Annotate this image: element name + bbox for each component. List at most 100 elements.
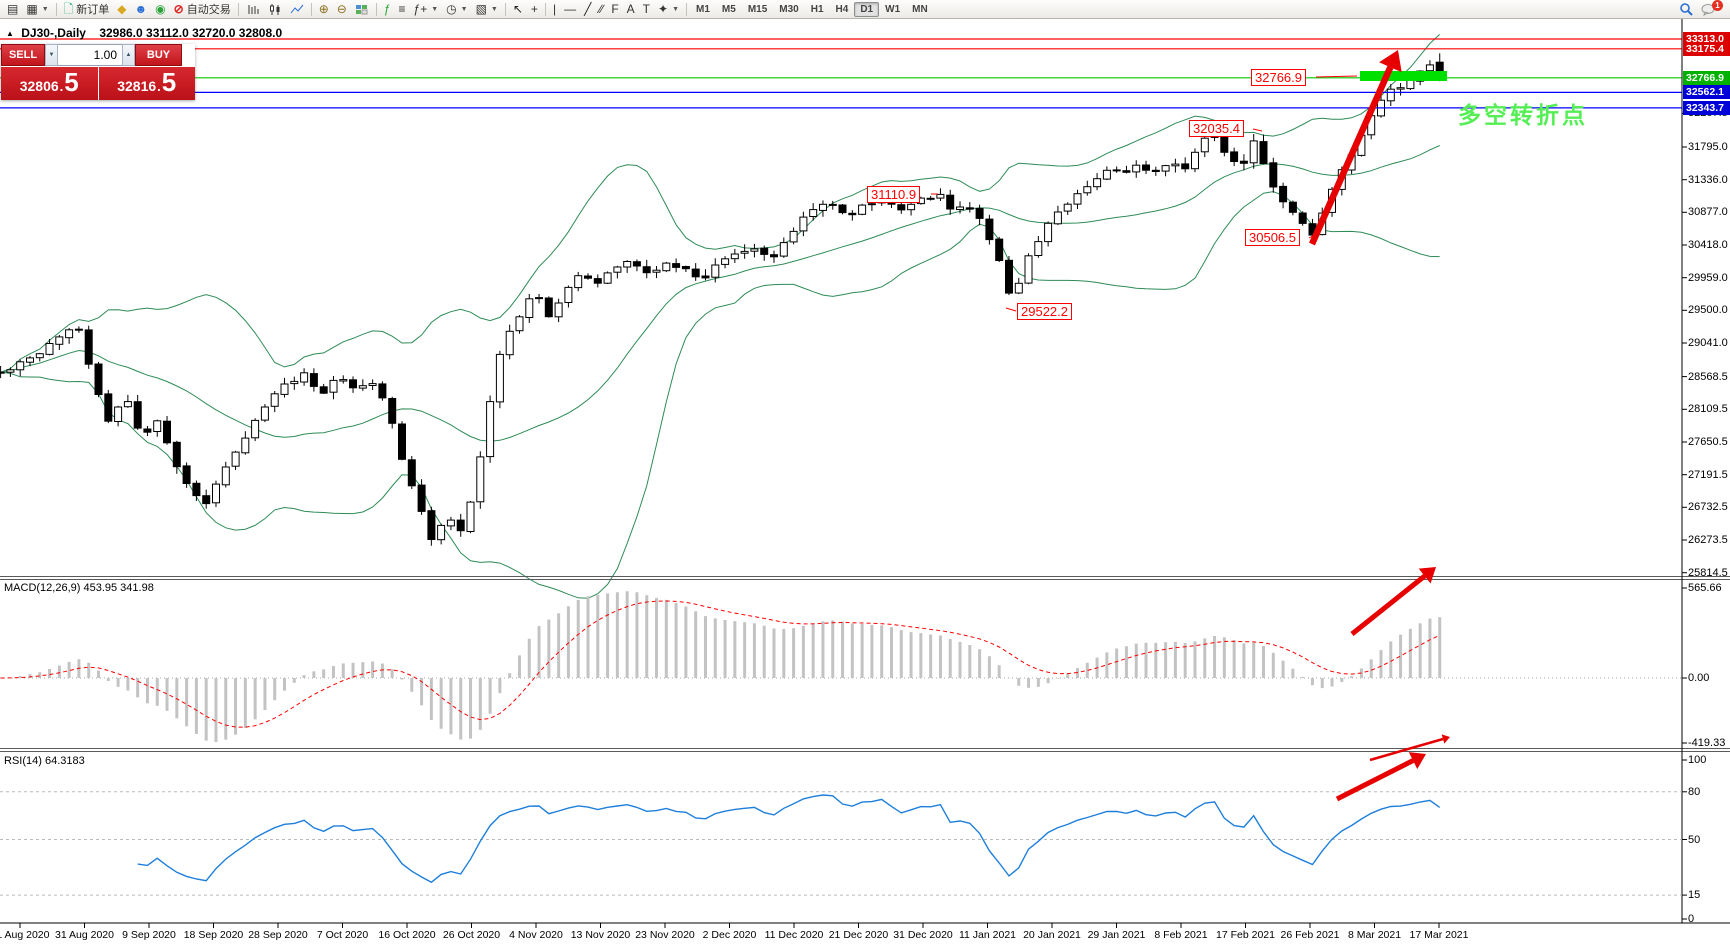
fibonacci-button[interactable]: F [607,0,622,19]
candle-chart-button[interactable] [264,0,286,19]
price-scale-tick: 28568.5 [1688,370,1728,383]
crosshair-button[interactable]: + [527,0,542,19]
dropdown-caret-icon: ▼ [460,5,468,13]
time-axis-label: 2 Dec 2020 [702,929,757,941]
toolbar-separator [504,2,506,16]
text-button[interactable]: A [623,0,639,19]
buy-price-pips: 5 [161,67,177,97]
chat-button[interactable]: 1 [1697,0,1727,19]
timeframe-m1[interactable]: M1 [696,3,710,15]
vertical-line-button[interactable]: | [549,0,560,19]
zoom-in-button[interactable]: ⊕ [315,0,333,19]
time-axis-label: 18 Sep 2020 [183,929,244,941]
toolbar-separator [686,2,688,16]
rsi-scale-tick: 0 [1688,913,1695,925]
time-axis-label: 31 Dec 2020 [893,929,953,941]
chart-price-annotation[interactable]: 32766.9 [1251,69,1306,86]
time-axis-label: 17 Feb 2021 [1216,929,1275,941]
autotrade-icon: ⊘ [173,2,184,16]
arrows-icon: ✦ [658,2,669,16]
timeframe-mn[interactable]: MN [912,3,928,15]
new-order-button[interactable]: 🗋 新订单 [60,0,114,19]
cn-annotation-text: 多空转折点 [1458,102,1588,128]
zoom-out-button[interactable]: ⊖ [333,0,351,19]
volume-decrease-button[interactable]: ▼ [45,44,58,66]
line-chart-button[interactable] [286,0,308,19]
cursor-button[interactable]: ↖ [509,0,527,19]
ohlc-values: 32986.0 33112.0 32720.0 32808.0 [99,26,283,40]
bar-chart-icon [246,3,260,16]
zoom-out-icon: ⊖ [336,2,347,16]
periods-button[interactable]: ◷ ▼ [442,0,471,19]
notification-badge: 1 [1712,0,1723,11]
macd-scale-tick: 565.66 [1688,582,1722,594]
text-icon: A [626,2,635,16]
horizontal-line-button[interactable]: — [560,0,580,19]
trend-line-button[interactable]: ╱ [580,0,595,19]
arrows-button[interactable]: ✦ ▼ [654,0,683,19]
price-tag-32766.9: 32766.9 [1683,70,1730,85]
dropdown-caret-icon: ▼ [672,5,680,13]
time-axis-label: 23 Nov 2020 [635,929,695,941]
price-scale-tick: 26732.5 [1688,501,1728,514]
timeframe-m15[interactable]: M15 [747,3,768,15]
objects-list-button[interactable]: ≡ [395,0,410,19]
collapse-triangle-icon[interactable]: ▲ [6,29,14,38]
indicators-icon: ƒ [383,2,391,16]
price-scale-tick: 31336.0 [1688,173,1728,186]
price-scale-tick: 29959.0 [1688,271,1728,284]
chart-price-annotation[interactable]: 29522.2 [1017,303,1072,320]
chart-price-annotation[interactable]: 30506.5 [1245,229,1300,246]
add-indicator-button[interactable]: ƒ+ ▼ [410,0,443,19]
channel-button[interactable]: ∕∕ [595,0,607,19]
sell-price-panel[interactable]: 32806 . 5 [1,67,98,100]
price-scale-tick: 31795.0 [1688,141,1728,153]
tile-windows-button[interactable] [351,0,373,19]
channel-icon: ∕∕ [599,2,604,16]
line-chart-icon [290,3,304,16]
timeframe-h4[interactable]: H4 [835,3,849,15]
crosshair-icon: + [530,2,538,16]
time-axis-label: 28 Sep 2020 [248,929,308,941]
chart-price-annotation[interactable]: 31110.9 [867,186,921,203]
price-scale-tick: 30877.0 [1688,206,1728,219]
sell-price-pips: 5 [64,67,79,97]
volume-increase-button[interactable]: ▲ [122,44,135,66]
volume-input[interactable]: 1.00 [58,44,122,66]
toolbar-separator [310,2,312,16]
timeframe-m5[interactable]: M5 [721,3,736,15]
text-label-icon: T [642,2,651,16]
macd-scale-tick: -419.33 [1688,737,1726,749]
timeframe-d1[interactable]: D1 [854,1,880,17]
timeframe-w1[interactable]: W1 [885,3,901,15]
rsi-label: RSI(14) 64.3183 [4,755,85,767]
contacts-button[interactable]: ☻ [131,0,152,19]
signals-button[interactable]: ◉ [151,0,169,19]
rsi-scale-tick: 80 [1688,785,1701,798]
bar-chart-button[interactable] [242,0,264,19]
buy-price-panel[interactable]: 32816 . 5 [98,67,195,100]
templates-button[interactable]: ▧ ▼ [472,0,502,19]
autotrade-button[interactable]: ⊘ 自动交易 [170,0,235,19]
chart-profiles-button[interactable]: ▦ ▼ [22,0,52,19]
buy-button[interactable]: BUY [135,44,182,66]
periods-icon: ◷ [446,2,457,16]
price-scale-tick: 26273.5 [1688,533,1728,546]
text-label-button[interactable]: T [639,0,654,19]
new-chart-button[interactable]: ▤ [3,0,22,19]
cleanup-button[interactable]: ◆ [113,0,130,19]
timeframe-m30[interactable]: M30 [779,3,799,15]
search-button[interactable] [1675,0,1697,19]
candle-chart-icon [268,3,282,16]
indicators-button[interactable]: ƒ [380,0,395,19]
sell-price-dot: . [59,79,64,94]
chart-price-annotation[interactable]: 32035.4 [1189,120,1244,137]
price-scale-tick: 30418.0 [1688,239,1728,251]
new-order-icon: 🗋 [63,2,74,16]
rsi-scale-tick: 50 [1688,833,1701,846]
timeframe-h1[interactable]: H1 [810,3,824,15]
objects-list-icon: ≡ [398,2,406,16]
sell-button[interactable]: SELL [1,44,45,66]
vertical-line-icon: | [552,2,557,16]
